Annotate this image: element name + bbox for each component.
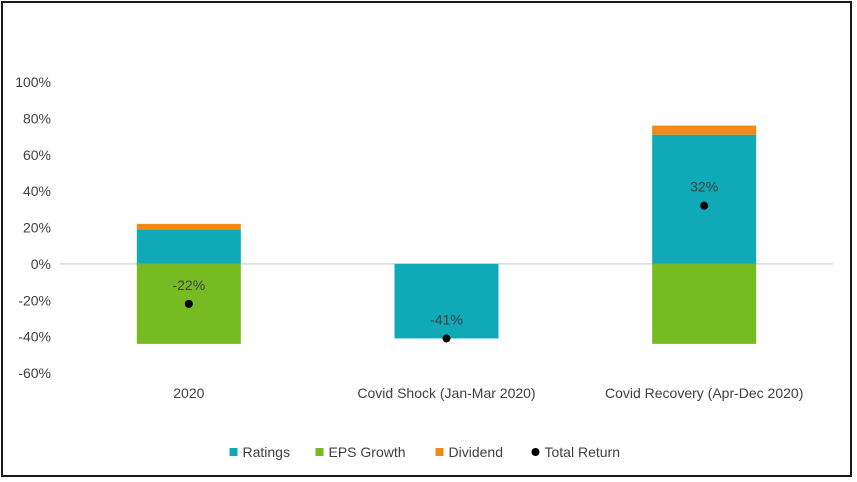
legend-item-eps-growth: EPS Growth <box>315 444 406 460</box>
total-return-point <box>442 334 451 343</box>
legend-label: Dividend <box>449 444 503 460</box>
y-tick-label: -20% <box>18 292 51 308</box>
x-axis: 2020 Covid Shock (Jan-Mar 2020) Covid Reco… <box>173 385 803 401</box>
legend-item-dividend: Dividend <box>435 444 503 460</box>
data-labels: -22% -41% 32% <box>172 179 718 328</box>
total-return-label: -41% <box>430 311 463 327</box>
total-return-point <box>700 201 709 210</box>
legend: Ratings EPS Growth Dividend Total Return <box>229 444 620 460</box>
y-tick-label: 80% <box>23 110 51 126</box>
legend-swatch <box>315 448 324 456</box>
y-tick-label: 100% <box>15 74 51 90</box>
legend-label: EPS Growth <box>329 444 406 460</box>
y-tick-label: 20% <box>23 220 51 236</box>
legend-label: Total Return <box>545 444 620 460</box>
x-category-label: 2020 <box>173 385 204 401</box>
total-return-label: -22% <box>172 277 205 293</box>
bar-ratings <box>136 229 241 264</box>
legend-swatch <box>229 448 238 456</box>
bar-dividend <box>652 125 757 135</box>
legend-marker <box>531 448 540 456</box>
bar-ratings <box>652 134 757 264</box>
bar-ratings <box>394 263 499 339</box>
bar-eps-growth <box>652 263 757 344</box>
y-tick-label: -60% <box>18 365 51 381</box>
legend-swatch <box>435 448 444 456</box>
legend-item-ratings: Ratings <box>229 444 290 460</box>
y-axis: 100% 80% 60% 40% 20% 0% -20% -40% -60% <box>15 74 51 381</box>
y-tick-label: -40% <box>18 329 51 345</box>
total-return-points <box>184 201 709 343</box>
legend-label: Ratings <box>243 444 290 460</box>
x-category-label: Covid Recovery (Apr-Dec 2020) <box>605 385 803 401</box>
total-return-point <box>184 299 193 308</box>
y-tick-label: 40% <box>23 183 51 199</box>
bar-dividend <box>136 223 241 230</box>
bars <box>136 125 757 344</box>
x-category-label: Covid Shock (Jan-Mar 2020) <box>357 385 535 401</box>
legend-item-total-return: Total Return <box>531 444 620 460</box>
y-tick-label: 60% <box>23 147 51 163</box>
total-return-label: 32% <box>690 179 718 195</box>
y-tick-label: 0% <box>31 256 51 272</box>
